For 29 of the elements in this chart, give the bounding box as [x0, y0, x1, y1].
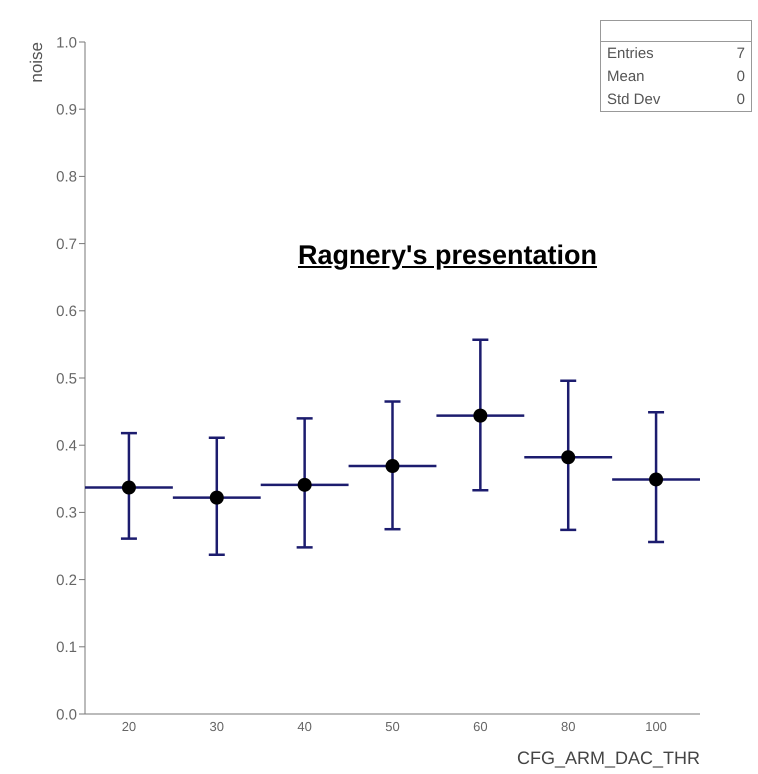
x-tick-label: 100	[645, 719, 667, 734]
x-tick-label: 40	[297, 719, 312, 734]
x-tick-label: 20	[122, 719, 136, 734]
annotation: Ragnery's presentation	[298, 240, 598, 271]
point	[561, 450, 576, 464]
x-tick-label: 30	[210, 719, 224, 734]
y-tick-label: 0.9	[56, 102, 77, 119]
point	[473, 408, 488, 423]
x-tick-label: 60	[473, 719, 488, 734]
point	[122, 480, 136, 495]
x-tick-label: 80	[560, 719, 576, 734]
point	[210, 490, 224, 505]
y-tick-label: 0.5	[56, 370, 77, 388]
point	[298, 478, 312, 492]
statistics-box: Entries 7 Mean 0 Std Dev 0	[600, 20, 752, 112]
y-tick-label: 0.3	[56, 504, 77, 522]
point	[386, 459, 400, 474]
y-tick-label: 0.7	[56, 236, 77, 253]
y-tick-label: 0.2	[56, 572, 77, 589]
y-tick-label: 1.0	[56, 34, 77, 52]
y-tick-label: 0.8	[56, 168, 77, 186]
point	[649, 472, 664, 486]
y-tick-label: 0.0	[56, 706, 77, 724]
y-tick-label: 0.6	[56, 303, 77, 320]
x-tick-label: 50	[385, 719, 400, 734]
y-tick-label: 0.1	[56, 639, 77, 656]
x-axis-title: CFG_ARM_DAC_THR	[516, 748, 700, 768]
y-tick-label: 0.4	[56, 438, 77, 455]
y-axis-title: noise	[27, 42, 46, 83]
